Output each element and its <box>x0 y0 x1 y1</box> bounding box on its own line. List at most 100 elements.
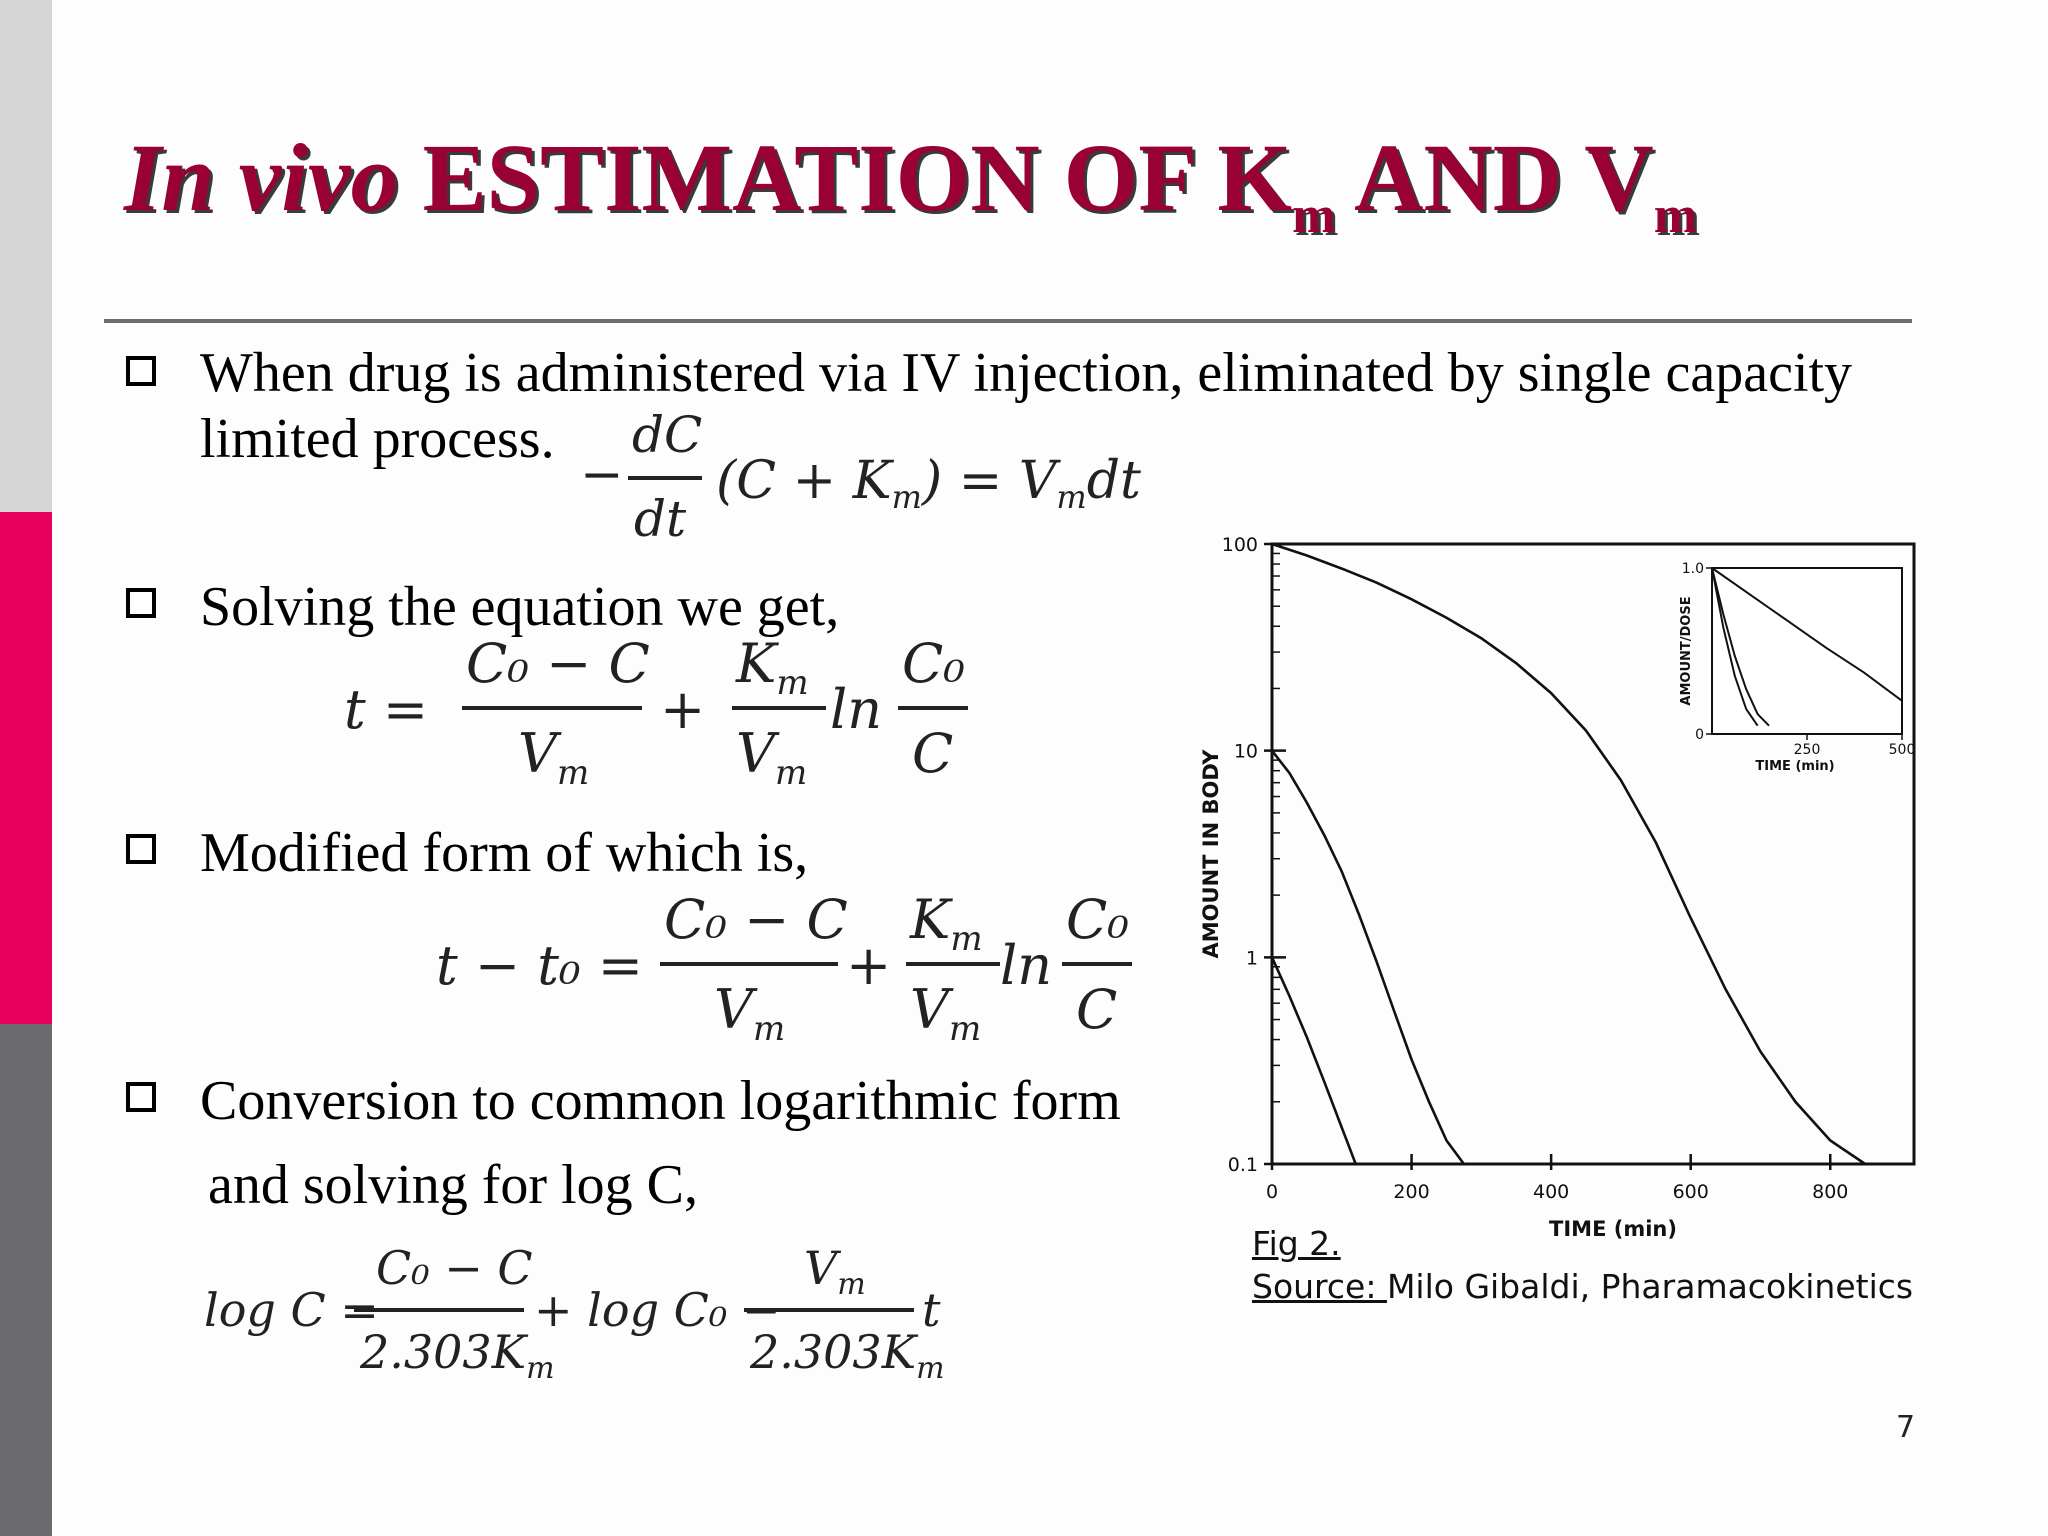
eq3-plus: + <box>846 934 891 997</box>
bullet-square-icon <box>126 356 156 386</box>
bullet-3-line-1: Modified form of which is, <box>200 822 809 884</box>
inset-y-tick-label: 0 <box>1695 727 1704 743</box>
eq4-lhs: log C = <box>204 1283 379 1337</box>
inset-x-axis-label: TIME (min) <box>1755 759 1834 774</box>
bullet-square-icon <box>126 588 156 618</box>
eq4-mid: + log C₀ − <box>534 1283 780 1337</box>
eq1-minus: − <box>580 445 624 505</box>
eq3-f2-denominator: Vm <box>910 978 981 1049</box>
title-main: ESTIMATION OF K <box>398 124 1293 231</box>
amount-vs-time-chart: 0.1 1 10 100 0 200 400 600 800 TIME (min) AMOUNT I… <box>1199 534 1916 1240</box>
inset-y-axis-label: AMOUNT/DOSE <box>1679 596 1694 705</box>
eq1-rhs: (C + Km) = Vmdt <box>716 451 1141 516</box>
x-axis-label: TIME (min) <box>1549 1217 1677 1240</box>
eq2-plus: + <box>660 678 705 741</box>
sidebar-band-top <box>0 0 52 512</box>
bullet-square-icon <box>126 1082 156 1112</box>
y-tick-label: 0.1 <box>1228 1154 1258 1176</box>
x-tick-label: 200 <box>1393 1181 1429 1203</box>
x-tick-label: 800 <box>1812 1181 1848 1203</box>
bullet-4-line-1: Conversion to common logarithmic form <box>200 1070 1121 1132</box>
bullet-2-line-1: Solving the equation we get, <box>200 576 840 638</box>
eq3-f3-bar <box>1062 962 1132 966</box>
title-subscript-vm: m <box>1653 187 1698 244</box>
series-line-1 <box>1271 542 1866 1166</box>
eq1-denominator: dt <box>634 490 687 548</box>
eq2-f2-bar <box>732 706 826 710</box>
inset-series-line-2 <box>1711 567 1770 727</box>
sidebar-decoration <box>0 0 52 1536</box>
x-tick-label: 0 <box>1266 1181 1278 1203</box>
eq4-f1-numerator: C₀ − C <box>376 1241 533 1295</box>
bullet-square-icon <box>126 834 156 864</box>
bullet-1-line-2: limited process. <box>200 408 555 470</box>
eq2-f1-denominator: Vm <box>518 722 589 793</box>
eq1-rhs-c: dt <box>1087 451 1141 511</box>
x-tick-label: 400 <box>1533 1181 1569 1203</box>
inset-plot: 0 1.0 250 500 TIME (min) AMOUNT/DOSE <box>1679 561 1915 774</box>
title-subscript-km: m <box>1292 187 1336 244</box>
eq1-fraction-bar <box>628 476 702 480</box>
bullet-1-line-1: When drug is administered via IV injecti… <box>200 342 1853 404</box>
eq2-f3-denominator: C <box>912 722 953 785</box>
bullet-text-3: Modified form of which is, <box>200 820 808 886</box>
plot-frame <box>1270 542 1916 1166</box>
eq1-rhs-a: (C + K <box>716 451 895 511</box>
sidebar-band-bottom <box>0 1024 52 1536</box>
eq3-f2-bar <box>906 962 1000 966</box>
eq3-f3-denominator: C <box>1076 978 1117 1041</box>
eq4-f1-bar <box>354 1308 524 1312</box>
bullet-text-2: Solving the equation we get, <box>200 574 839 640</box>
eq1-rhs-sub-a: m <box>892 478 922 516</box>
eq3-f1-numerator: C₀ − C <box>664 888 848 951</box>
figure-caption: Fig 2. Source: Milo Gibaldi, Pharamacoki… <box>1252 1222 1913 1308</box>
eq4-tail: t <box>922 1283 941 1337</box>
eq2-f2-denominator: Vm <box>736 722 807 793</box>
eq2-f1-numerator: C₀ − C <box>466 632 650 695</box>
source-label: Source: <box>1252 1267 1387 1306</box>
bullet-4-line-2: and solving for log C, <box>208 1154 698 1216</box>
eq3-f1-denominator: Vm <box>714 978 785 1049</box>
inset-frame <box>1711 567 1903 735</box>
y-axis-label: AMOUNT IN BODY <box>1199 749 1223 959</box>
title-divider <box>104 319 1912 323</box>
eq3-f2-numerator: Km <box>909 888 983 959</box>
equation-3: t − t₀ = C₀ − C Vm + Km Vm ln C₀ C <box>436 888 1132 1049</box>
eq3-lhs: t − t₀ = <box>436 934 643 997</box>
series-line-2 <box>1270 749 1465 1165</box>
y-tick-label: 10 <box>1234 741 1258 763</box>
y-tick-label: 1 <box>1246 947 1258 969</box>
eq4-f1-denominator: 2.303Km <box>359 1325 555 1386</box>
inset-x-tick-label: 500 <box>1889 742 1916 758</box>
eq2-ln: ln <box>830 678 882 741</box>
eq2-lhs: t = <box>344 678 428 741</box>
x-tick-label: 600 <box>1673 1181 1709 1203</box>
inset-series-line-3 <box>1711 567 1759 727</box>
sidebar-band-middle <box>0 512 52 1024</box>
y-tick-label: 100 <box>1222 534 1258 556</box>
main-plot: 0.1 1 10 100 0 200 400 600 800 TIME (min) AMOUNT I… <box>1199 534 1916 1240</box>
inset-x-tick-label: 250 <box>1794 742 1821 758</box>
eq3-f1-bar <box>660 962 838 966</box>
title-mid: AND V <box>1335 124 1654 231</box>
eq4-f2-denominator: 2.303Km <box>749 1325 945 1386</box>
eq2-f1-bar <box>462 706 642 710</box>
title-italic: In vivo <box>124 124 399 231</box>
eq3-f3-numerator: C₀ <box>1066 888 1129 951</box>
eq2-f2-numerator: Km <box>735 632 809 703</box>
page-number: 7 <box>1896 1410 1916 1445</box>
eq2-f3-bar <box>898 706 968 710</box>
eq1-rhs-sub-b: m <box>1056 478 1086 516</box>
series-line-3 <box>1270 956 1357 1165</box>
bullet-text-4: Conversion to common logarithmic form an… <box>200 1068 1121 1218</box>
inset-series-line-1 <box>1711 567 1903 702</box>
eq4-f2-bar <box>744 1308 914 1312</box>
figure-label: Fig 2. <box>1252 1224 1341 1263</box>
eq1-rhs-b: ) = V <box>921 451 1061 511</box>
eq3-ln: ln <box>1000 934 1052 997</box>
eq2-f3-numerator: C₀ <box>902 632 965 695</box>
eq4-f2-numerator: Vm <box>804 1241 866 1302</box>
bullet-text-1: When drug is administered via IV injecti… <box>200 340 1852 472</box>
equation-2: t = C₀ − C Vm + Km Vm ln C₀ C <box>344 632 968 793</box>
equation-1: − dC dt (C + Km) = Vmdt <box>580 406 1141 548</box>
